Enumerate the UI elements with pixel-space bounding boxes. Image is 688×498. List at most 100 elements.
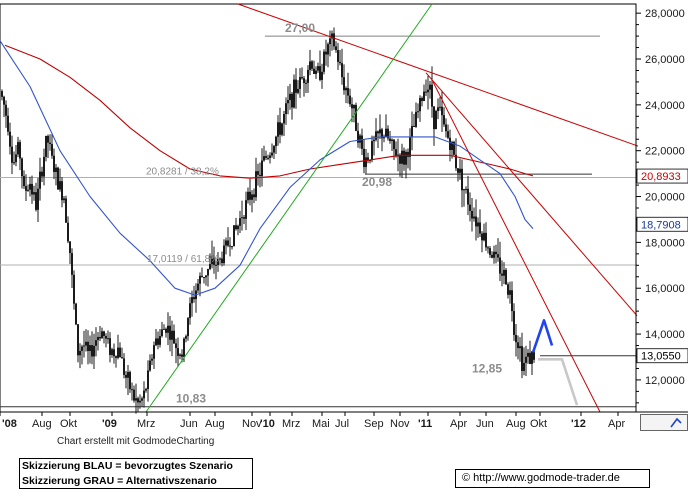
candle-body <box>217 258 219 265</box>
candle-body <box>31 183 33 195</box>
candle-body <box>103 331 105 337</box>
annotation-1: 20,98 <box>362 175 392 189</box>
candle-body <box>341 63 343 78</box>
candle-body <box>177 348 179 356</box>
candle-body <box>505 269 507 285</box>
x-tick-label: Mrz <box>282 418 300 430</box>
candle-body <box>375 131 377 140</box>
candle-body <box>197 283 199 291</box>
candle-body <box>283 113 285 124</box>
candle-body <box>211 258 213 265</box>
trendline-red-mid <box>425 72 638 317</box>
candle-body <box>29 183 31 190</box>
candle-body <box>151 358 153 361</box>
candle-body <box>293 79 295 108</box>
candle-body <box>389 138 391 141</box>
x-tick-label: Nov <box>390 418 410 430</box>
candle-body <box>483 232 485 241</box>
candle-body <box>239 218 241 226</box>
candle-body <box>457 168 459 173</box>
candle-body <box>47 135 49 143</box>
candle-body <box>507 284 509 295</box>
candle-body <box>475 216 477 227</box>
candle-body <box>405 151 407 165</box>
candle-body <box>13 162 15 164</box>
candle-body <box>285 103 287 114</box>
candle-body <box>127 372 129 378</box>
candle-body <box>275 136 277 147</box>
scenario-sketches <box>531 318 579 406</box>
candle-body <box>199 275 201 284</box>
candle-body <box>201 275 203 277</box>
candle-body <box>359 135 361 143</box>
candle-body <box>247 191 249 201</box>
scenario-grey <box>538 357 579 406</box>
price-label-0: 20,8933 <box>641 171 681 183</box>
candle-body <box>153 345 155 359</box>
annotation-5: 10,83 <box>176 392 206 406</box>
candle-body <box>467 188 469 205</box>
y-tick-label: 26,0000 <box>645 54 685 66</box>
candle-body <box>521 346 523 371</box>
trendline-green <box>145 3 433 413</box>
candle-body <box>301 77 303 79</box>
trendline-red-steep <box>432 81 601 413</box>
candle-body <box>419 98 421 112</box>
candle-body <box>385 128 387 137</box>
x-tick-label: Sep <box>364 418 384 430</box>
candle-body <box>121 357 123 359</box>
candle-body <box>417 111 419 113</box>
chart-logo-icon <box>670 417 682 428</box>
candle-body <box>295 79 297 93</box>
candle-body <box>49 142 51 145</box>
candle-body <box>171 330 173 340</box>
x-tick-label: Jul <box>335 418 349 430</box>
candle-body <box>321 71 323 80</box>
candle-body <box>501 273 503 276</box>
candle-body <box>27 189 29 191</box>
candle-body <box>57 167 59 190</box>
candle-body <box>317 66 319 71</box>
candle-body <box>423 91 425 101</box>
candle-body <box>23 176 25 187</box>
candle-body <box>411 125 413 137</box>
candle-body <box>333 33 335 47</box>
trendline-red-top <box>237 3 639 147</box>
x-tick-label: '11 <box>418 418 432 430</box>
candle-body <box>25 186 27 191</box>
candle-body <box>325 51 327 55</box>
candle-body <box>407 151 409 157</box>
candle-body <box>61 181 63 201</box>
candle-body <box>143 390 145 399</box>
candle-body <box>193 297 195 300</box>
candle-body <box>45 135 47 157</box>
candle-body <box>343 77 345 91</box>
candle-body <box>37 188 39 210</box>
candle-body <box>51 144 53 156</box>
source-url[interactable]: © http://www.godmode-trader.de <box>455 469 650 488</box>
candle-body <box>109 338 111 355</box>
candle-body <box>357 130 359 143</box>
candle-body <box>161 329 163 337</box>
candle-body <box>449 137 451 151</box>
candle-body <box>289 93 291 101</box>
candle-body <box>97 336 99 341</box>
candle-body <box>35 192 37 210</box>
candle-body <box>271 152 273 156</box>
x-tick-label: Mai <box>312 418 330 430</box>
candle-body <box>447 131 449 138</box>
candle-body <box>361 135 363 149</box>
candle-body <box>479 222 481 234</box>
price-label-1: 18,7908 <box>641 219 681 231</box>
candle-body <box>21 158 23 177</box>
candle-body <box>315 70 317 74</box>
candle-body <box>425 91 427 93</box>
candle-body <box>259 174 261 176</box>
candle-body <box>513 311 515 335</box>
candle-body <box>33 192 35 195</box>
candle-body <box>213 258 215 265</box>
candle-body <box>491 254 493 258</box>
candle-body <box>215 264 217 266</box>
candle-body <box>265 156 267 158</box>
x-tick-label: Mrz <box>137 418 155 430</box>
